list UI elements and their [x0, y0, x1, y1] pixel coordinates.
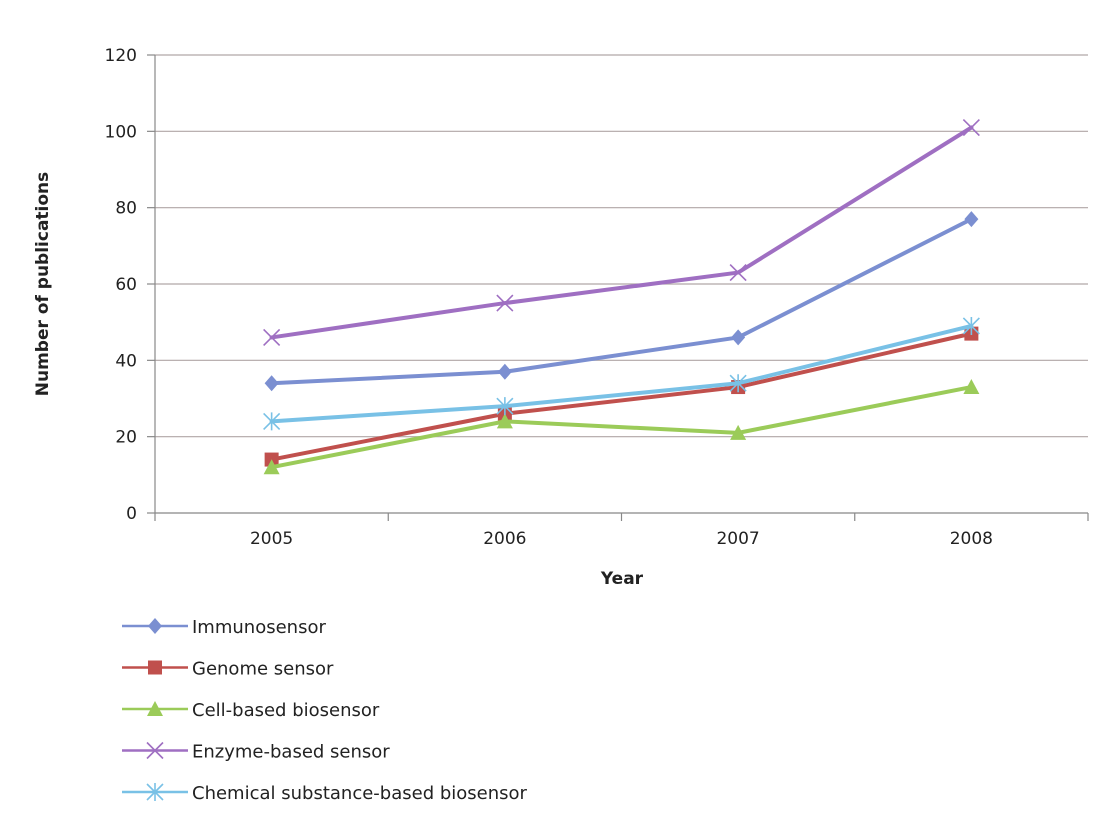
marker-star — [263, 412, 281, 431]
y-tick-label: 20 — [115, 428, 137, 448]
series-line — [269, 217, 974, 386]
marker-x — [263, 328, 281, 346]
y-tick-label: 120 — [105, 46, 137, 66]
marker-star — [729, 374, 747, 393]
x-axis-title: Year — [600, 569, 644, 589]
marker-x — [496, 294, 514, 312]
marker-x — [962, 118, 980, 137]
x-tick-label: 2005 — [250, 529, 293, 549]
x-tick-label: 2006 — [483, 529, 526, 549]
marker-diamond — [148, 618, 162, 634]
marker-diamond — [497, 363, 512, 380]
x-tick-label: 2008 — [950, 529, 993, 549]
series-line — [269, 385, 974, 470]
legend-item: Immunosensor — [122, 617, 326, 638]
legend-item: Cell-based biosensor — [122, 700, 380, 721]
legend-label: Cell-based biosensor — [192, 700, 380, 721]
marker-diamond — [731, 329, 746, 346]
legend-item: Chemical substance-based biosensor — [122, 783, 528, 804]
series-lines — [263, 118, 980, 475]
marker-triangle — [496, 413, 513, 429]
series-2 — [263, 379, 980, 475]
marker-x — [146, 741, 164, 760]
y-tick-label: 40 — [115, 351, 137, 371]
marker-triangle — [147, 701, 163, 716]
y-tick-label: 60 — [115, 275, 137, 295]
y-tick-label: 0 — [126, 504, 137, 524]
marker-diamond — [264, 375, 279, 392]
marker-star — [496, 397, 514, 416]
marker-star — [146, 783, 164, 801]
axes — [147, 54, 1089, 521]
x-tick-label: 2007 — [716, 529, 759, 549]
gridlines — [155, 54, 1088, 438]
series-line — [269, 323, 974, 424]
legend-label: Enzyme-based sensor — [192, 742, 390, 763]
y-tick-label: 80 — [115, 199, 137, 219]
series-4 — [263, 316, 980, 431]
marker-x — [729, 263, 747, 282]
series-3 — [263, 118, 980, 346]
y-axis-title: Number of publications — [33, 172, 53, 397]
series-line — [269, 331, 974, 462]
marker-square — [148, 660, 162, 675]
y-tick-labels: 0 20 40 60 80 100 120 — [105, 46, 137, 524]
marker-diamond — [964, 211, 979, 228]
series-line — [269, 125, 974, 340]
y-tick-label: 100 — [105, 122, 137, 142]
legend-item: Enzyme-based sensor — [122, 742, 390, 763]
x-tick-labels: 2005 2006 2007 2008 — [250, 529, 993, 549]
legend-item: Genome sensor — [122, 659, 334, 680]
marker-triangle — [730, 424, 747, 440]
legend-label: Chemical substance-based biosensor — [192, 783, 528, 804]
legend-label: Immunosensor — [192, 617, 326, 638]
marker-triangle — [263, 459, 280, 475]
legend-label: Genome sensor — [192, 659, 334, 680]
legend: Immunosensor Genome sensor Cell-based bios… — [122, 617, 528, 804]
marker-star — [962, 316, 980, 335]
series-0 — [264, 211, 979, 392]
marker-triangle — [963, 379, 980, 395]
